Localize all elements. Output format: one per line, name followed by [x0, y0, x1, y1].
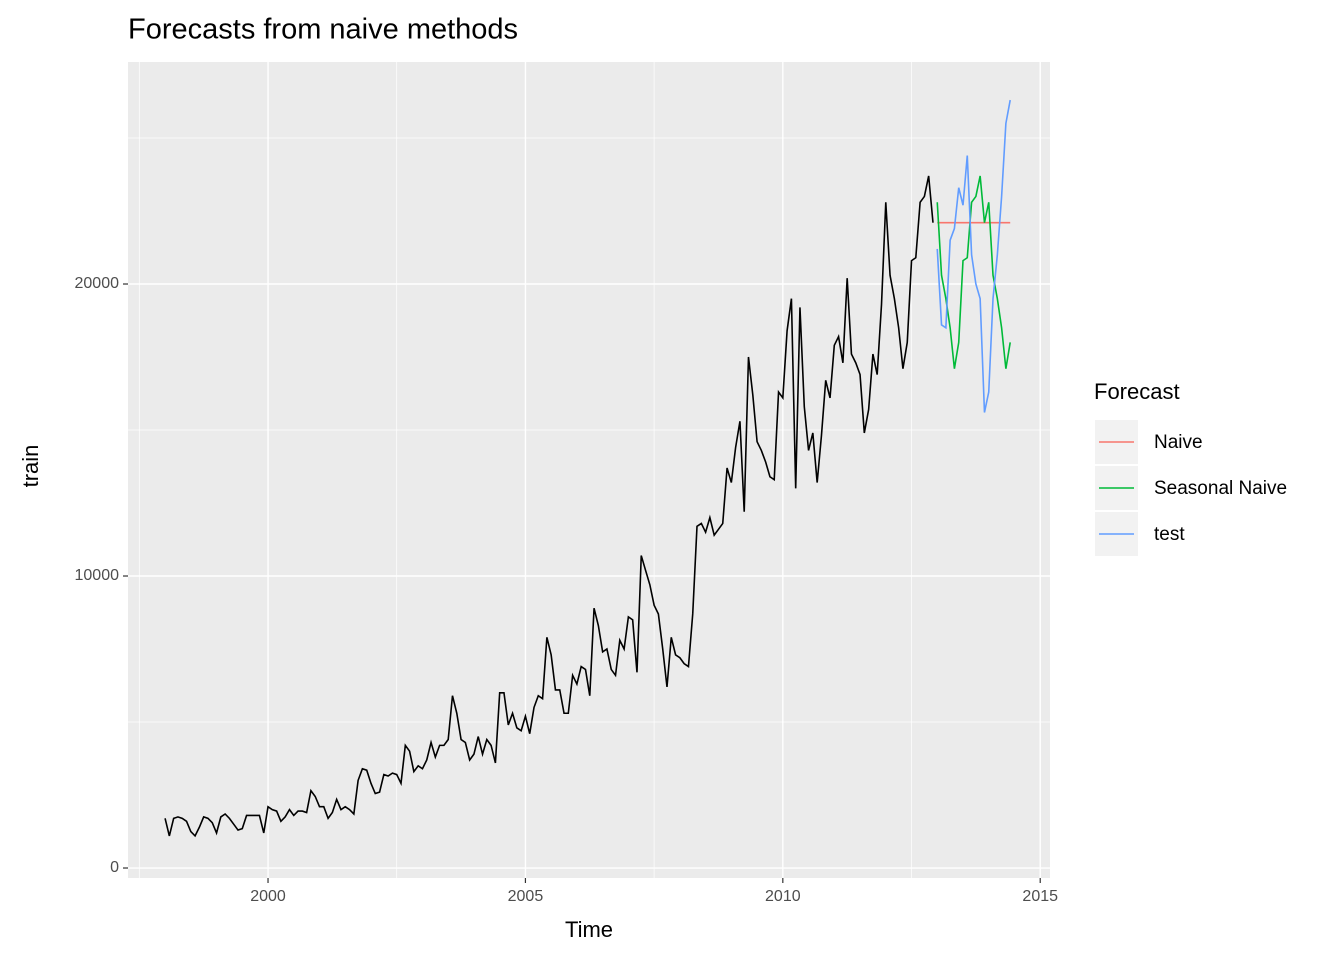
legend-label: Seasonal Naive — [1154, 478, 1287, 499]
x-axis-title: Time — [565, 917, 613, 942]
y-tick-label: 20000 — [75, 275, 120, 292]
x-tick-label: 2005 — [508, 888, 544, 905]
series-line — [164, 175, 934, 838]
y-axis-title: train — [18, 445, 43, 488]
x-tick-label: 2015 — [1022, 888, 1058, 905]
legend-label: test — [1154, 524, 1185, 545]
series-line — [936, 175, 1011, 369]
legend-title: Forecast — [1094, 379, 1180, 404]
x-tick-label: 2010 — [765, 888, 801, 905]
y-tick-label: 10000 — [75, 567, 120, 584]
y-tick-label: 0 — [110, 859, 119, 876]
legend-label: Naive — [1154, 432, 1203, 453]
chart-title: Forecasts from naive methods — [128, 14, 518, 46]
series-line — [936, 99, 1011, 413]
plot-panel — [128, 62, 1050, 878]
x-tick-label: 2000 — [250, 888, 286, 905]
